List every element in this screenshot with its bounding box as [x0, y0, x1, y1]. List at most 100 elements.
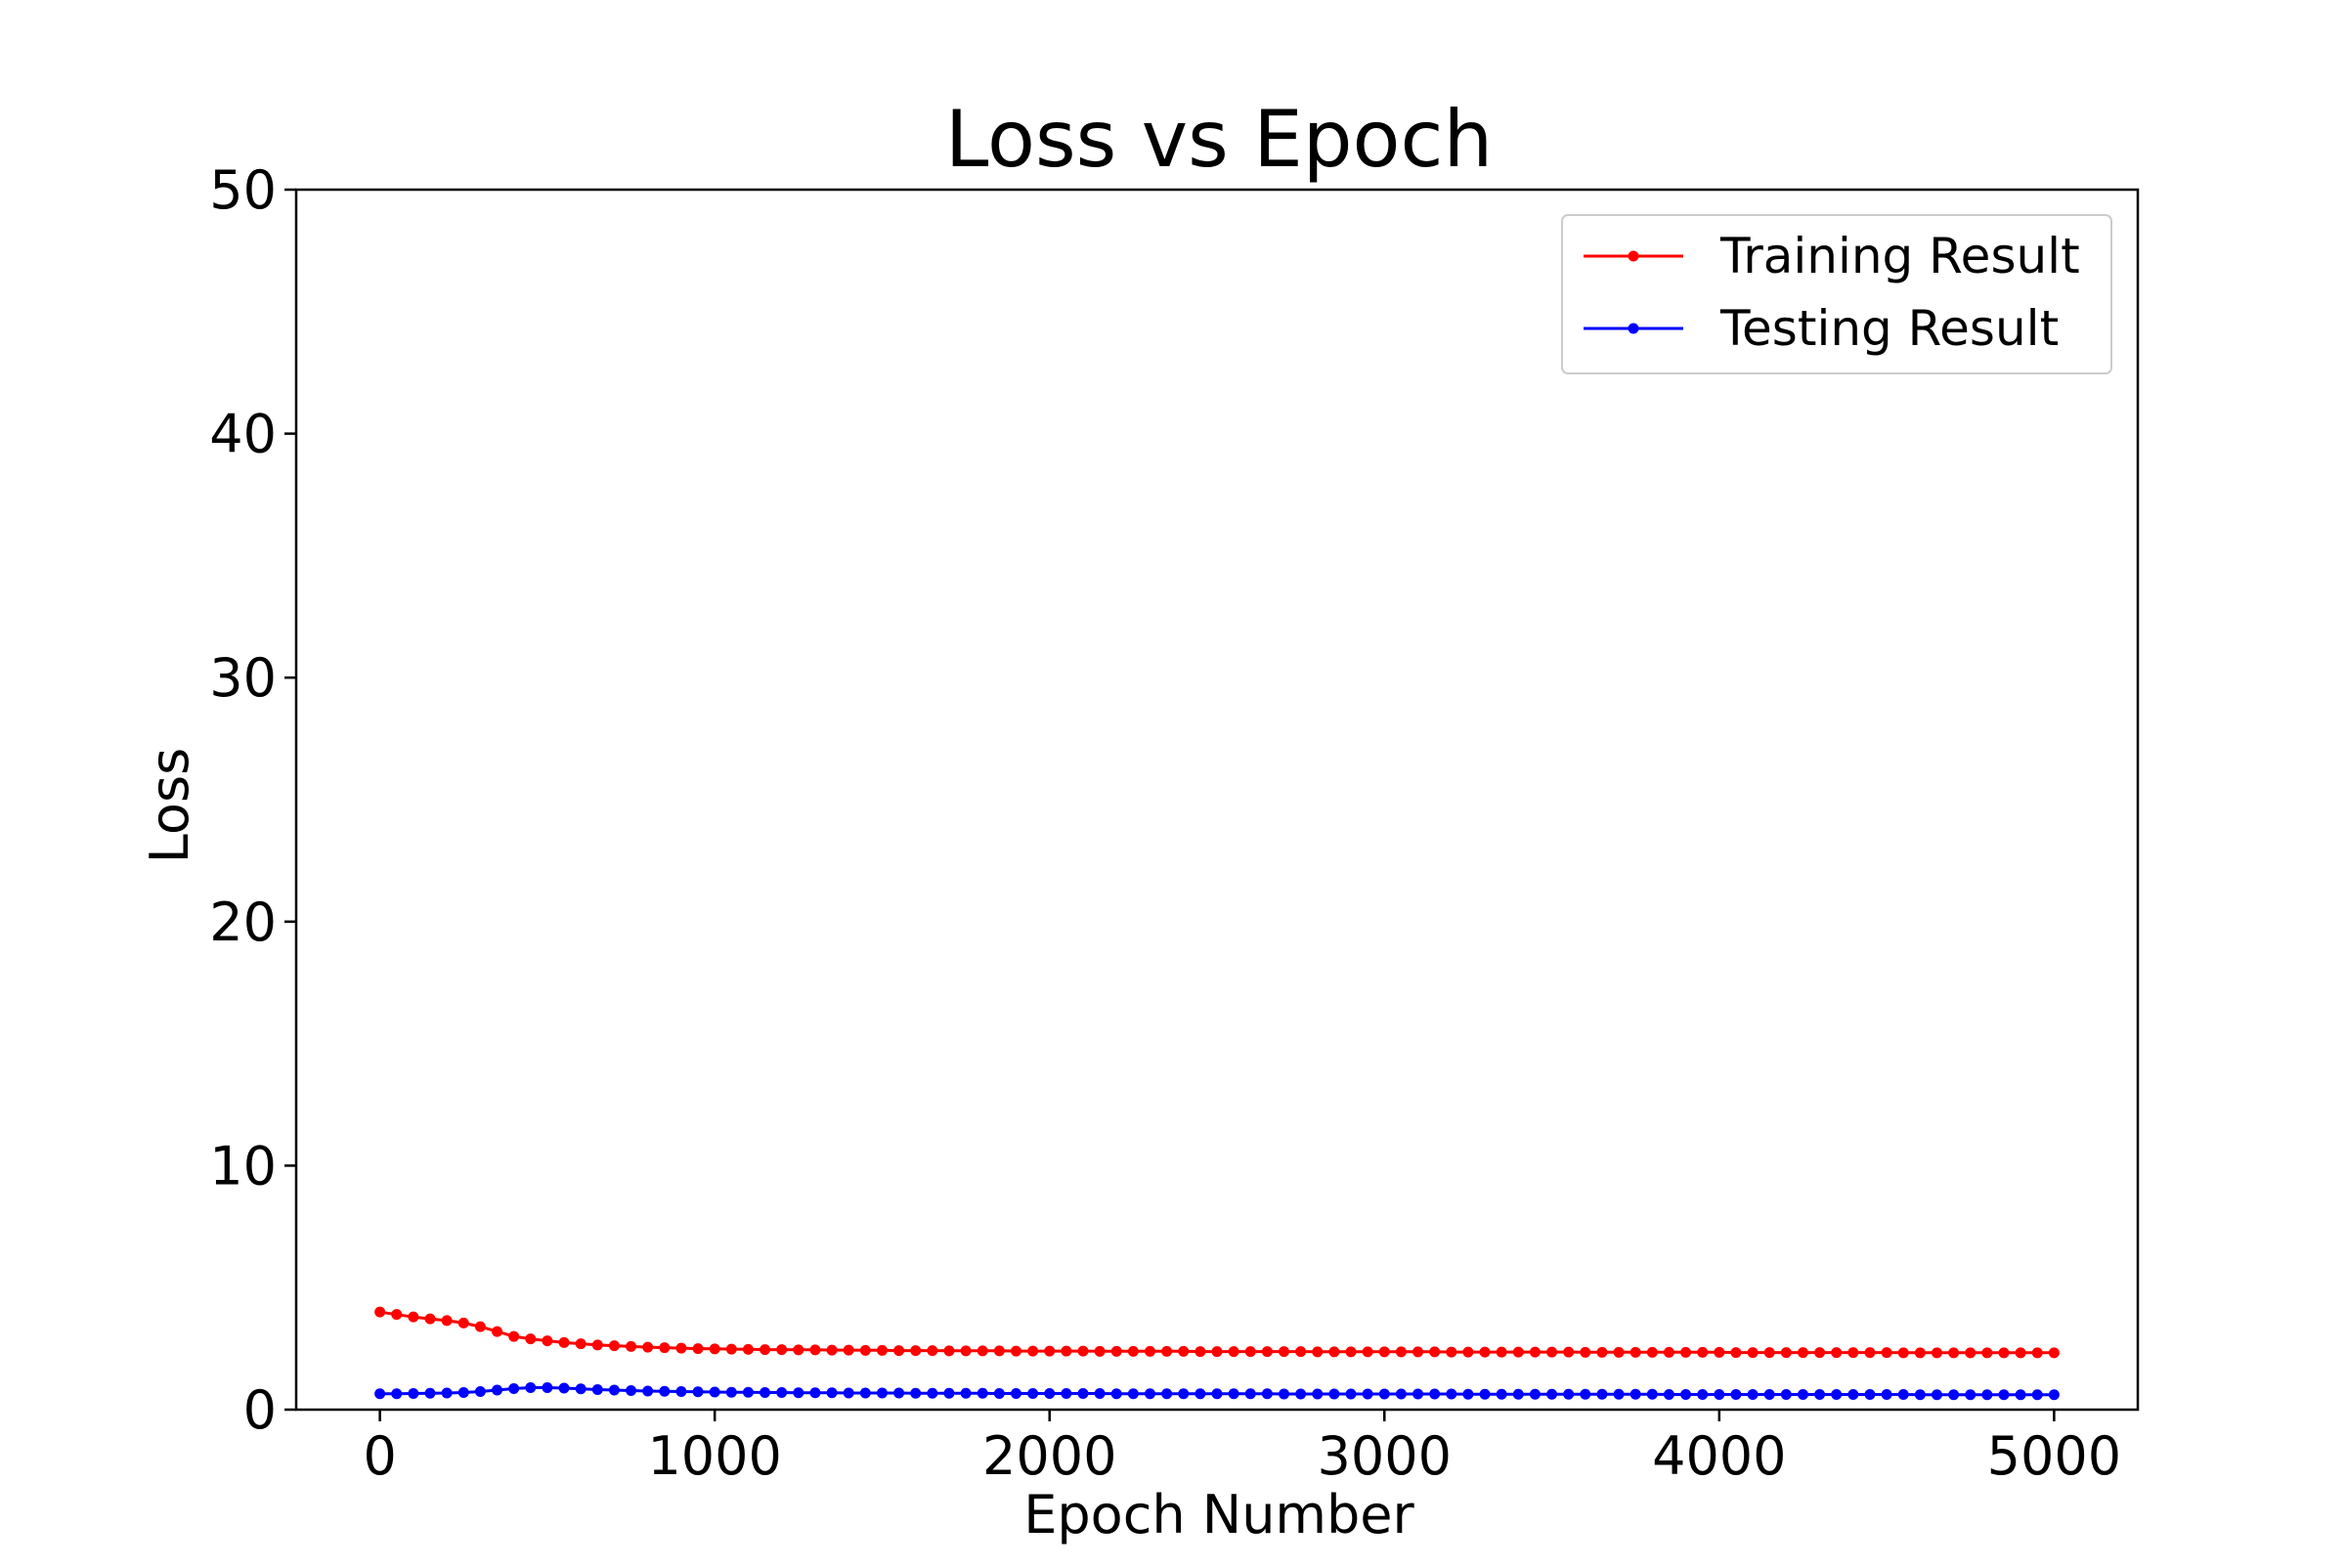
testing-result-point — [1378, 1388, 1390, 1400]
training-result-point — [408, 1311, 419, 1323]
training-result-point — [977, 1345, 988, 1357]
training-result-point — [960, 1345, 972, 1357]
training-result-point — [725, 1343, 737, 1355]
testing-result-point — [1646, 1388, 1658, 1400]
testing-result-point — [1580, 1388, 1591, 1400]
testing-result-point — [1446, 1388, 1457, 1400]
training-result-point — [474, 1321, 486, 1332]
x-axis-label: Epoch Number — [1023, 1484, 1414, 1546]
training-result-point — [1931, 1347, 1942, 1359]
y-tick-label: 50 — [209, 159, 277, 221]
training-result-point — [2015, 1347, 2026, 1359]
testing-result-point — [508, 1383, 520, 1395]
y-tick-label: 20 — [209, 892, 277, 953]
testing-result-point — [1127, 1388, 1139, 1400]
training-result-point — [692, 1343, 704, 1355]
legend-box — [1561, 214, 2112, 374]
training-result-point — [1412, 1346, 1424, 1358]
x-tick-label: 1000 — [647, 1425, 781, 1487]
testing-result-point — [1948, 1389, 1960, 1401]
training-result-point — [1613, 1346, 1625, 1358]
training-result-point — [374, 1306, 386, 1318]
testing-result-point — [441, 1387, 453, 1399]
testing-result-point — [1010, 1388, 1021, 1400]
training-result-point — [441, 1315, 453, 1327]
testing-result-point — [608, 1384, 620, 1396]
training-result-point — [1529, 1346, 1541, 1358]
testing-result-point — [474, 1386, 486, 1398]
testing-result-point — [642, 1385, 654, 1397]
testing-result-point — [1998, 1389, 2010, 1401]
testing-result-point — [1981, 1389, 1993, 1401]
testing-result-point — [391, 1388, 403, 1400]
y-axis-label: Loss — [139, 748, 200, 863]
testing-result-point — [1429, 1388, 1441, 1400]
training-result-point — [2031, 1347, 2043, 1359]
testing-result-point — [525, 1382, 537, 1394]
testing-result-point — [1195, 1388, 1206, 1400]
training-result-point — [893, 1345, 905, 1357]
training-result-point — [760, 1344, 771, 1356]
testing-result-point — [1730, 1389, 1742, 1401]
training-result-point — [1814, 1347, 1826, 1359]
testing-result-point — [1563, 1388, 1575, 1400]
testing-result-point — [1412, 1388, 1424, 1400]
testing-result-point — [1714, 1389, 1725, 1401]
training-result-point — [793, 1344, 804, 1356]
y-tick-label: 40 — [209, 404, 277, 465]
testing-result-point — [1261, 1388, 1273, 1400]
testing-result-point — [1312, 1388, 1324, 1400]
x-tick-label: 0 — [363, 1425, 396, 1487]
training-result-point — [943, 1345, 955, 1357]
series-layer — [374, 1306, 2060, 1401]
training-result-point — [1981, 1347, 1993, 1359]
training-result-point — [1479, 1346, 1491, 1358]
training-result-point — [1378, 1346, 1390, 1358]
testing-result-point — [1529, 1388, 1541, 1400]
testing-result-point — [1814, 1389, 1826, 1401]
training-result-point — [1546, 1346, 1558, 1358]
testing-result-point — [2048, 1389, 2060, 1401]
training-result-point — [1496, 1346, 1507, 1358]
testing-result-point — [943, 1387, 955, 1399]
testing-result-point — [1629, 1388, 1641, 1400]
testing-result-point — [492, 1384, 503, 1396]
testing-result-point — [977, 1387, 988, 1399]
testing-result-point — [2015, 1389, 2026, 1401]
testing-result-point — [1546, 1388, 1558, 1400]
testing-result-point — [1027, 1388, 1039, 1400]
testing-result-point — [408, 1388, 419, 1400]
training-result-point — [1178, 1345, 1190, 1357]
testing-result-point — [1780, 1389, 1792, 1401]
testing-result-point — [893, 1387, 905, 1399]
testing-result-point — [1178, 1388, 1190, 1400]
y-tick-label: 10 — [209, 1135, 277, 1197]
testing-result-point — [793, 1387, 804, 1399]
training-result-point — [809, 1344, 821, 1356]
training-result-point — [1847, 1347, 1859, 1359]
testing-result-point — [1161, 1388, 1173, 1400]
training-result-point — [1948, 1347, 1960, 1359]
training-result-point — [457, 1317, 469, 1328]
training-result-point — [1730, 1347, 1742, 1359]
training-result-point — [1094, 1345, 1106, 1357]
training-result-point — [742, 1343, 754, 1355]
training-result-point — [1897, 1347, 1909, 1359]
training-result-point — [1580, 1346, 1591, 1358]
testing-result-point — [1077, 1388, 1089, 1400]
training-result-point — [1261, 1346, 1273, 1358]
training-result-point — [843, 1344, 854, 1356]
chart-title: Loss vs Epoch — [945, 94, 1493, 185]
testing-result-point — [457, 1387, 469, 1399]
testing-result-point — [993, 1388, 1005, 1400]
testing-result-point — [591, 1384, 603, 1396]
training-result-point — [1881, 1347, 1892, 1359]
training-result-point — [1680, 1346, 1692, 1358]
training-result-point — [876, 1344, 888, 1356]
legend-testing-result-label: Testing Result — [1719, 300, 2059, 357]
testing-result-point — [2031, 1389, 2043, 1401]
training-result-point — [1780, 1347, 1792, 1359]
training-result-point — [1512, 1346, 1524, 1358]
training-result-point — [1362, 1346, 1373, 1358]
